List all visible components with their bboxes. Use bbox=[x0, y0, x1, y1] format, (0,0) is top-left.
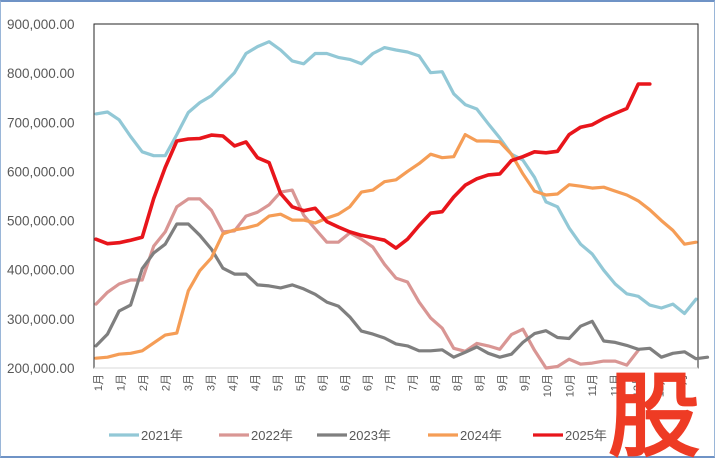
series-layer bbox=[94, 40, 710, 370]
x-tick-label: 12月 bbox=[654, 374, 666, 397]
watermark-text: 股 bbox=[608, 370, 700, 458]
x-tick-label: 2月 bbox=[160, 374, 172, 391]
y-tick-label: 400,000.00 bbox=[7, 263, 75, 278]
y-axis: 900,000.00 800,000.00 700,000.00 600,000.00… bbox=[7, 17, 75, 376]
series-line-2021 bbox=[94, 40, 698, 316]
x-tick-label: 9月 bbox=[497, 374, 509, 391]
x-tick-label: 1月 bbox=[115, 374, 127, 391]
x-tick-label: 12月 bbox=[632, 374, 644, 397]
series-line-2023 bbox=[94, 222, 710, 361]
x-tick-label: 11月 bbox=[609, 374, 621, 396]
y-tick-label: 600,000.00 bbox=[7, 164, 75, 179]
x-tick-label: 1月 bbox=[93, 374, 105, 391]
x-tick-label: 4月 bbox=[228, 374, 240, 391]
y-tick-label: 200,000.00 bbox=[7, 361, 75, 376]
x-tick-label: 10月 bbox=[564, 374, 576, 397]
legend-label: 2024年 bbox=[460, 428, 502, 443]
x-tick-label: 6月 bbox=[362, 374, 374, 391]
y-tick-label: 300,000.00 bbox=[7, 312, 75, 327]
x-tick-label: 4月 bbox=[250, 374, 262, 391]
series-line-2022 bbox=[94, 188, 640, 370]
x-tick-label: 8月 bbox=[430, 374, 442, 391]
y-tick-label: 500,000.00 bbox=[7, 214, 75, 229]
x-tick-label: 8月 bbox=[475, 374, 487, 391]
legend-label: 2025年 bbox=[565, 428, 607, 443]
x-tick-label: 12月 bbox=[677, 374, 689, 397]
x-tick-label: 10月 bbox=[542, 374, 554, 397]
x-tick-label: 9月 bbox=[520, 374, 532, 391]
legend-label: 2023年 bbox=[349, 428, 391, 443]
watermark-logo: 股 bbox=[608, 363, 700, 463]
x-tick-label: 5月 bbox=[273, 374, 285, 391]
x-tick-label: 5月 bbox=[295, 374, 307, 391]
x-tick-label: 2月 bbox=[138, 374, 150, 391]
x-tick-label: 7月 bbox=[385, 374, 397, 391]
series-line-2025 bbox=[94, 82, 652, 250]
y-tick-label: 900,000.00 bbox=[7, 17, 75, 32]
x-tick-label: 6月 bbox=[340, 374, 352, 391]
y-tick-label: 800,000.00 bbox=[7, 66, 75, 81]
series-line-2024 bbox=[94, 133, 698, 360]
legend-label: 2021年 bbox=[141, 428, 183, 443]
legend: 2021年 2022年 2023年 2024年 2025年 bbox=[109, 428, 607, 443]
x-tick-label: 11月 bbox=[587, 374, 599, 396]
y-tick-label: 700,000.00 bbox=[7, 115, 75, 130]
x-axis: 1月 1月 2月 2月 3月 3月 4月 4月 5月 5月 6月 6月 6月 7月 7月 8月 8月 8月 9月 9月… bbox=[93, 374, 689, 397]
x-tick-label: 7月 bbox=[407, 374, 419, 391]
legend-label: 2022年 bbox=[251, 428, 293, 443]
x-tick-label: 3月 bbox=[183, 374, 195, 391]
x-tick-label: 6月 bbox=[318, 374, 330, 391]
plot-area bbox=[93, 23, 699, 369]
x-tick-label: 8月 bbox=[452, 374, 464, 391]
x-tick-label: 3月 bbox=[205, 374, 217, 391]
stock-glyph-icon: 股 bbox=[608, 363, 700, 463]
